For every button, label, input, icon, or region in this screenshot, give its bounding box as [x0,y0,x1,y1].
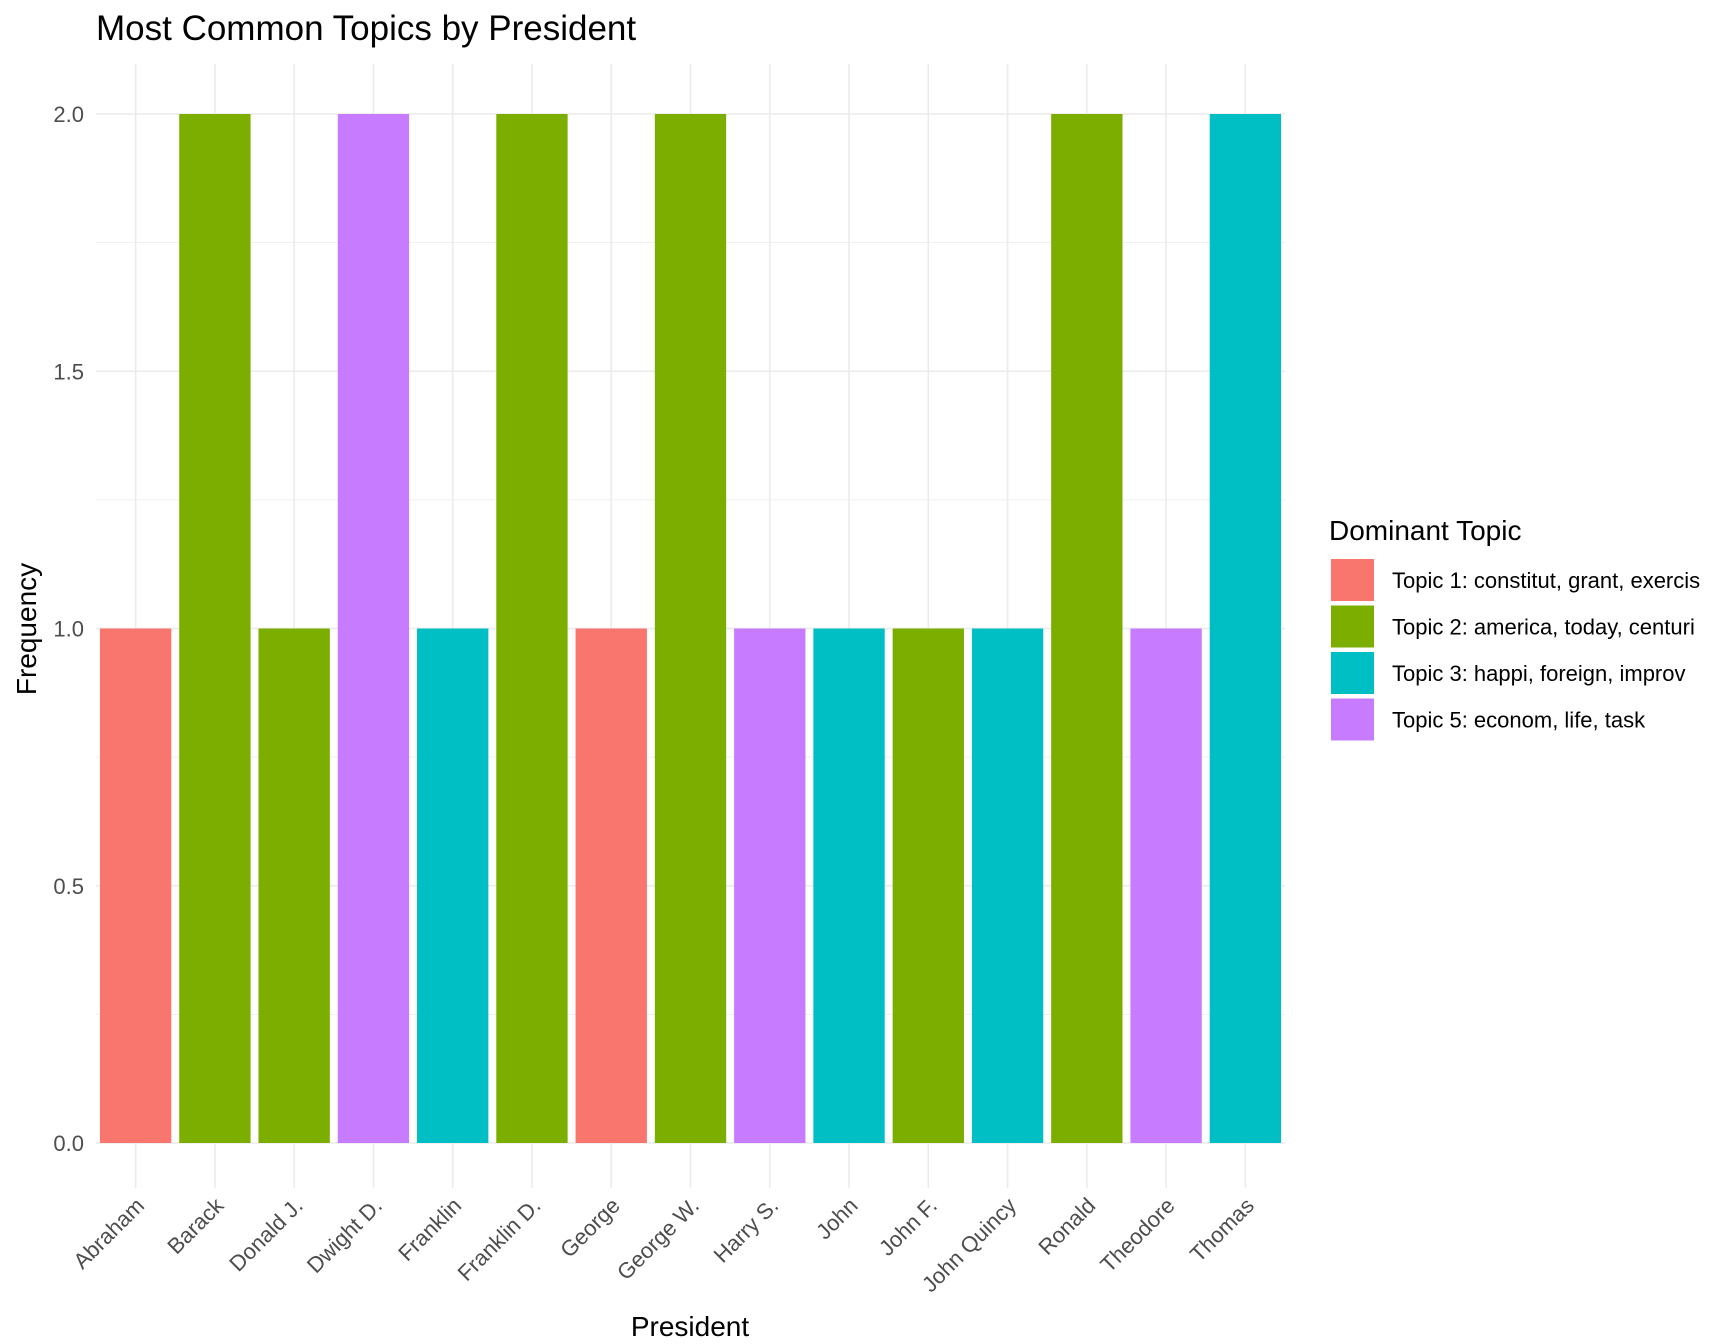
legend-item-label: Topic 3: happi, foreign, improv [1392,661,1686,686]
bar-john-f [892,628,964,1143]
x-tick-label: Abraham [68,1193,149,1274]
x-tick-label: Harry S. [709,1193,784,1268]
x-tick-label: George [555,1193,625,1263]
x-tick-label: George W. [612,1193,704,1285]
legend-key-swatch [1331,698,1374,741]
x-tick-label: Dwight D. [302,1193,387,1278]
x-tick-label: Thomas [1185,1193,1259,1267]
x-tick-label: Franklin [393,1193,466,1266]
x-tick-label: John F. [874,1193,942,1261]
bar-ronald [1051,114,1123,1143]
y-axis-ticks: 0.0 0.5 1.0 1.5 2.0 [53,102,84,1156]
y-tick-label: 0.0 [53,1131,84,1156]
bars-layer [99,114,1282,1143]
y-tick-label: 0.5 [53,874,84,899]
y-axis-title: Frequency [11,563,42,695]
x-tick-label: Franklin D. [453,1193,546,1286]
legend-item-label: Topic 5: econom, life, task [1392,708,1646,733]
bar-abraham [99,628,172,1143]
bar-george [575,628,647,1143]
legend-items: Topic 1: constitut, grant, exercis Topic … [1331,559,1700,741]
legend-key-swatch [1331,559,1374,601]
legend-key-swatch [1331,605,1374,648]
x-tick-label: Theodore [1095,1193,1179,1277]
y-tick-label: 2.0 [53,102,84,127]
y-tick-label: 1.5 [53,359,84,384]
legend-item-label: Topic 1: constitut, grant, exercis [1392,568,1700,593]
bar-harry-s [734,628,806,1143]
legend-title: Dominant Topic [1329,515,1521,546]
bar-theodore [1130,628,1202,1143]
legend-item-label: Topic 2: america, today, centuri [1392,615,1695,640]
bar-john-quincy [971,628,1044,1143]
x-axis-title: President [631,1311,750,1342]
bar-thomas [1209,114,1282,1143]
bar-john [813,628,885,1143]
legend: Dominant Topic Topic 1: constitut, grant… [1329,515,1700,741]
legend-key-swatch [1331,652,1374,694]
bar-george-w [654,114,727,1143]
x-tick-label: Donald J. [224,1193,307,1276]
bar-dwight-d [337,114,410,1143]
x-tick-label: John [811,1193,862,1244]
bar-donald-j [258,628,330,1143]
x-tick-label: Ronald [1033,1193,1100,1260]
bar-barack [179,114,251,1143]
bar-franklin-d [496,114,568,1143]
x-tick-label: Barack [162,1192,229,1259]
bar-franklin [417,628,489,1143]
chart-title: Most Common Topics by President [96,9,636,48]
y-tick-label: 1.0 [53,617,84,642]
